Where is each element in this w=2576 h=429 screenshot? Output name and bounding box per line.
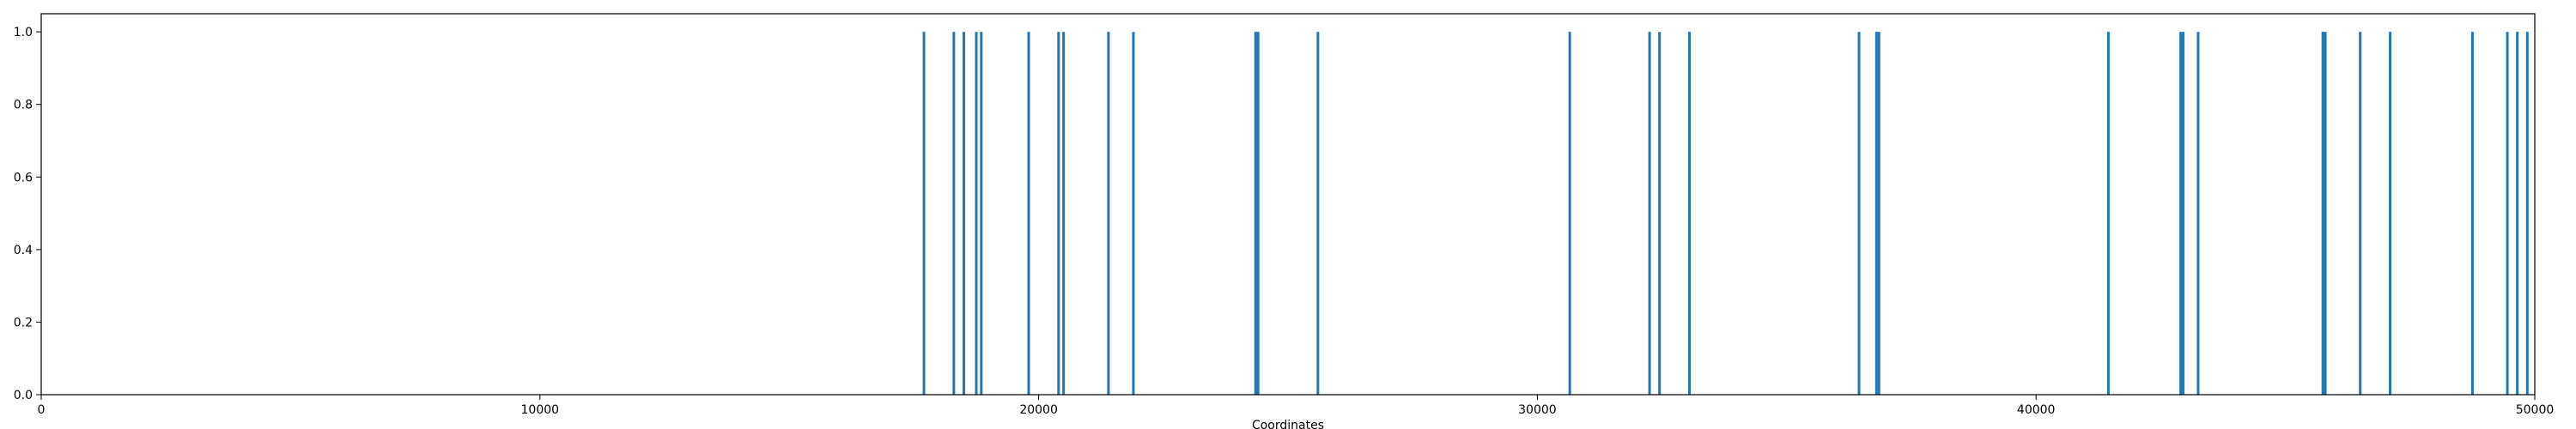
y-tick-label: 1.0 — [14, 26, 33, 39]
bar — [2324, 32, 2327, 395]
bar — [2525, 32, 2529, 395]
bar — [1062, 32, 1066, 395]
bar — [975, 32, 978, 395]
bar — [2182, 32, 2185, 395]
bar — [1107, 32, 1110, 395]
bar — [1316, 32, 1320, 395]
bar-series — [922, 32, 2529, 395]
bar — [2389, 32, 2392, 395]
x-axis-ticks: 0 10000 20000 30000 40000 50000 — [38, 395, 2555, 417]
bar — [2359, 32, 2362, 395]
bar — [1688, 32, 1692, 395]
y-axis-ticks: 0.0 0.2 0.4 0.6 0.8 1.0 — [14, 26, 41, 402]
x-tick-label: 30000 — [1518, 403, 1557, 417]
x-tick-label: 50000 — [2516, 403, 2555, 417]
x-tick-label: 20000 — [1019, 403, 1058, 417]
y-tick-label: 0.2 — [14, 316, 33, 329]
bar — [2506, 32, 2509, 395]
x-tick-label: 10000 — [521, 403, 560, 417]
bar — [1027, 32, 1030, 395]
bar — [952, 32, 956, 395]
x-axis-label: Coordinates — [1252, 419, 1324, 429]
x-tick-label: 40000 — [2017, 403, 2056, 417]
bar — [2179, 32, 2183, 395]
plot-frame — [40, 13, 2536, 396]
x-tick-label: 0 — [38, 403, 46, 417]
bar — [1568, 32, 1571, 395]
y-tick-label: 0.0 — [14, 389, 33, 402]
bar — [1874, 32, 1878, 395]
bar — [1648, 32, 1651, 395]
bar — [1877, 32, 1880, 395]
bar — [1857, 32, 1861, 395]
bar — [922, 32, 926, 395]
bar — [1658, 32, 1662, 395]
bar — [962, 32, 965, 395]
bar — [2321, 32, 2324, 395]
bar — [2470, 32, 2474, 395]
bar — [980, 32, 983, 395]
bar — [1057, 32, 1060, 395]
y-tick-label: 0.8 — [14, 99, 33, 112]
y-tick-label: 0.4 — [14, 244, 33, 257]
bar — [2196, 32, 2200, 395]
y-tick-label: 0.6 — [14, 171, 33, 184]
bar — [2516, 32, 2519, 395]
bar — [1254, 32, 1257, 395]
bar — [2106, 32, 2110, 395]
bar — [1256, 32, 1260, 395]
bar — [1132, 32, 1135, 395]
